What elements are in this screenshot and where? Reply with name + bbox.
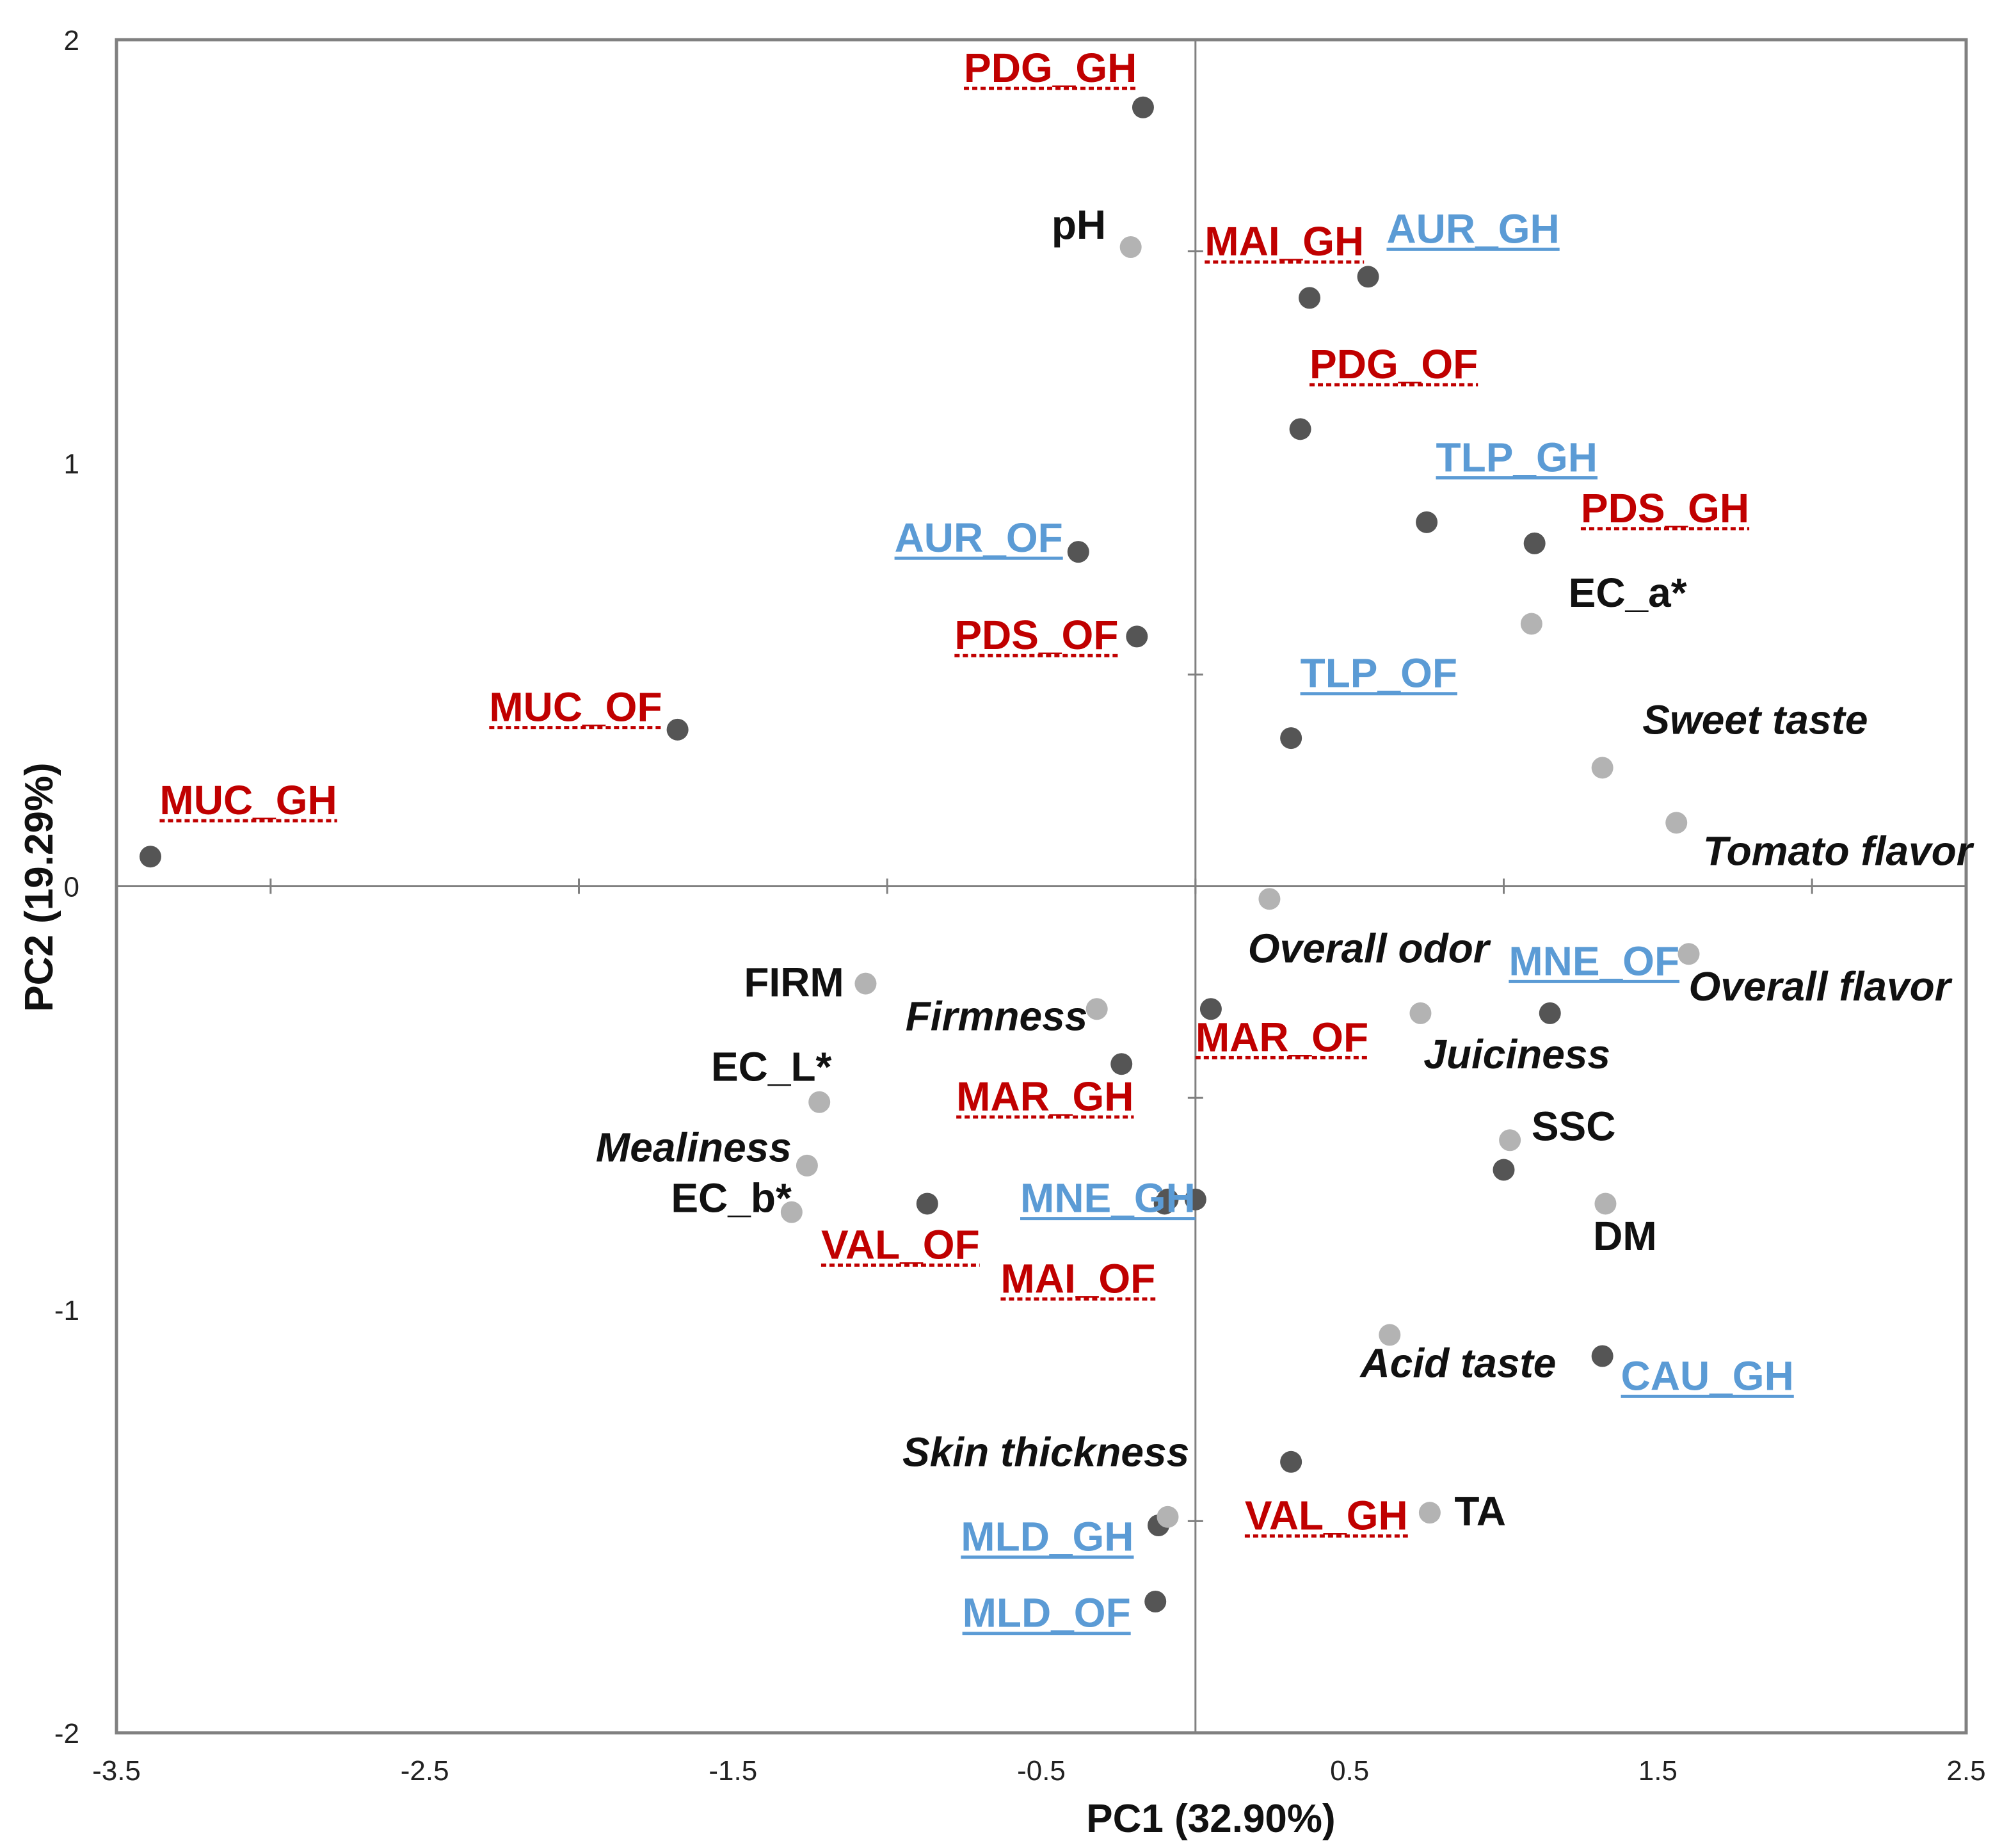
label-skin-thickness: Skin thickness <box>902 1429 1189 1475</box>
samples-point-mar-gh <box>1110 1053 1133 1075</box>
label-sweet-taste: Sweet taste <box>1642 696 1868 743</box>
samples-point-val-of <box>916 1193 938 1215</box>
label-tomato-flavor: Tomato flavor <box>1703 828 1974 874</box>
variables-point-firm <box>854 972 877 995</box>
samples-point-pds-gh <box>1523 532 1546 554</box>
label-val-gh: VAL_GH <box>1245 1493 1408 1539</box>
variables-point-overall-odor <box>1258 888 1281 910</box>
data-points <box>139 96 1700 1613</box>
samples-point-mne-gh-2 <box>1184 1188 1206 1210</box>
label-aur-of: AUR_OF <box>895 515 1063 561</box>
x-tick-label: -0.5 <box>1017 1755 1066 1787</box>
label-overall-flavor: Overall flavor <box>1689 963 1953 1009</box>
variables-point-acid-taste <box>1379 1324 1401 1346</box>
label-acid-taste: Acid taste <box>1359 1340 1557 1386</box>
tick-labels: -3.5 -2.5 -1.5 -0.5 0.5 1.5 2.5 -2 -1 0 1 2 <box>54 25 1986 1787</box>
label-pdg-gh: PDG_GH <box>964 45 1137 91</box>
label-mealiness: Mealiness <box>596 1124 792 1170</box>
label-cau-gh: CAU_GH <box>1621 1353 1794 1399</box>
variables-point-firmness <box>1085 998 1108 1020</box>
label-pdg-of: PDG_OF <box>1309 341 1478 387</box>
y-tick-label: 1 <box>64 448 79 479</box>
label-mld-gh: MLD_GH <box>961 1514 1133 1560</box>
samples-point-mai-of <box>1153 1193 1176 1215</box>
label-tlp-of: TLP_OF <box>1301 650 1457 696</box>
label-ec-l: EC_L* <box>711 1044 832 1090</box>
y-axis-title: PC2 (19.29%) <box>17 762 61 1011</box>
axes-layer <box>116 40 1966 1733</box>
variables-point-overall-flavor <box>1678 943 1700 965</box>
variables-point-ph <box>1119 236 1142 259</box>
label-ph: pH <box>1052 202 1106 248</box>
samples-point-pdg-gh <box>1132 96 1154 118</box>
samples-point-aur-of <box>1067 541 1089 563</box>
variables-point-skin-thickness <box>1157 1506 1179 1528</box>
variables-point-dm <box>1594 1193 1617 1215</box>
label-ec-a: EC_a* <box>1569 570 1687 616</box>
x-tick-label: -1.5 <box>709 1755 757 1787</box>
label-ta: TA <box>1454 1488 1506 1534</box>
label-mai-gh: MAI_GH <box>1205 218 1364 264</box>
x-tick-label: -2.5 <box>401 1755 449 1787</box>
variables-point-juiciness <box>1409 1002 1432 1024</box>
label-aur-gh: AUR_GH <box>1386 205 1559 252</box>
variables-point-ec-a <box>1520 613 1542 635</box>
variables-point-mealiness <box>796 1154 818 1177</box>
label-overall-odor: Overall odor <box>1248 926 1491 972</box>
label-mai-of: MAI_OF <box>1000 1255 1155 1301</box>
samples-point-pds-of <box>1126 625 1148 648</box>
y-tick-label: -2 <box>54 1718 79 1749</box>
samples-point-pdg-of <box>1289 418 1311 440</box>
label-mne-gh: MNE_GH <box>1020 1175 1196 1221</box>
label-tlp-gh: TLP_GH <box>1436 434 1598 480</box>
samples-point-ssc-pt <box>1493 1159 1515 1181</box>
samples-point-val-gh <box>1280 1450 1302 1473</box>
label-muc-gh: MUC_GH <box>159 777 337 823</box>
label-muc-of: MUC_OF <box>489 684 662 730</box>
x-tick-label: 2.5 <box>1946 1755 1985 1787</box>
variables-point-tomato-flavor <box>1665 812 1688 834</box>
label-firm: FIRM <box>744 959 844 1005</box>
x-tick-label: 1.5 <box>1638 1755 1678 1787</box>
samples-point-mld-of <box>1144 1591 1167 1613</box>
y-tick-label: 2 <box>64 25 79 56</box>
label-mne-of: MNE_OF <box>1509 938 1679 984</box>
samples-point-mar-of <box>1199 998 1222 1020</box>
y-tick-label: 0 <box>64 872 79 903</box>
variables-point-ec-b <box>780 1201 803 1223</box>
samples-point-mai-gh <box>1299 287 1321 309</box>
samples-point-tlp-of <box>1280 727 1302 750</box>
label-ec-b: EC_b* <box>671 1175 792 1221</box>
label-dm: DM <box>1593 1213 1657 1259</box>
point-labels: PDG_GH MAI_GH AUR_GH PDG_OF TLP_GH PDS_GH AUR_… <box>159 45 1974 1636</box>
variables-point-ec-l <box>808 1091 831 1113</box>
label-val-of: VAL_OF <box>821 1221 980 1267</box>
label-juiciness: Juiciness <box>1423 1031 1610 1077</box>
y-tick-label: -1 <box>54 1295 79 1326</box>
label-ssc: SSC <box>1532 1103 1616 1149</box>
variables-point-sweet-taste <box>1591 757 1614 779</box>
x-tick-label: 0.5 <box>1330 1755 1369 1787</box>
samples-point-cau-gh <box>1591 1345 1614 1367</box>
samples-point-tlp-gh <box>1416 511 1438 533</box>
samples-point-muc-gh <box>139 846 161 868</box>
x-tick-label: -3.5 <box>92 1755 141 1787</box>
label-mar-gh: MAR_GH <box>956 1073 1133 1120</box>
label-mld-of: MLD_OF <box>963 1590 1131 1636</box>
samples-point-mne-of <box>1539 1002 1561 1024</box>
x-axis-title: PC1 (32.90%) <box>1086 1797 1335 1841</box>
label-firmness: Firmness <box>906 993 1088 1039</box>
variables-point-ta <box>1418 1502 1441 1524</box>
label-pds-gh: PDS_GH <box>1581 485 1749 531</box>
label-pds-of: PDS_OF <box>954 612 1118 658</box>
variables-point-ssc <box>1499 1129 1521 1152</box>
label-mar-of: MAR_OF <box>1196 1014 1368 1060</box>
samples-point-muc-of <box>666 718 689 741</box>
samples-point-aur-gh <box>1357 266 1379 288</box>
